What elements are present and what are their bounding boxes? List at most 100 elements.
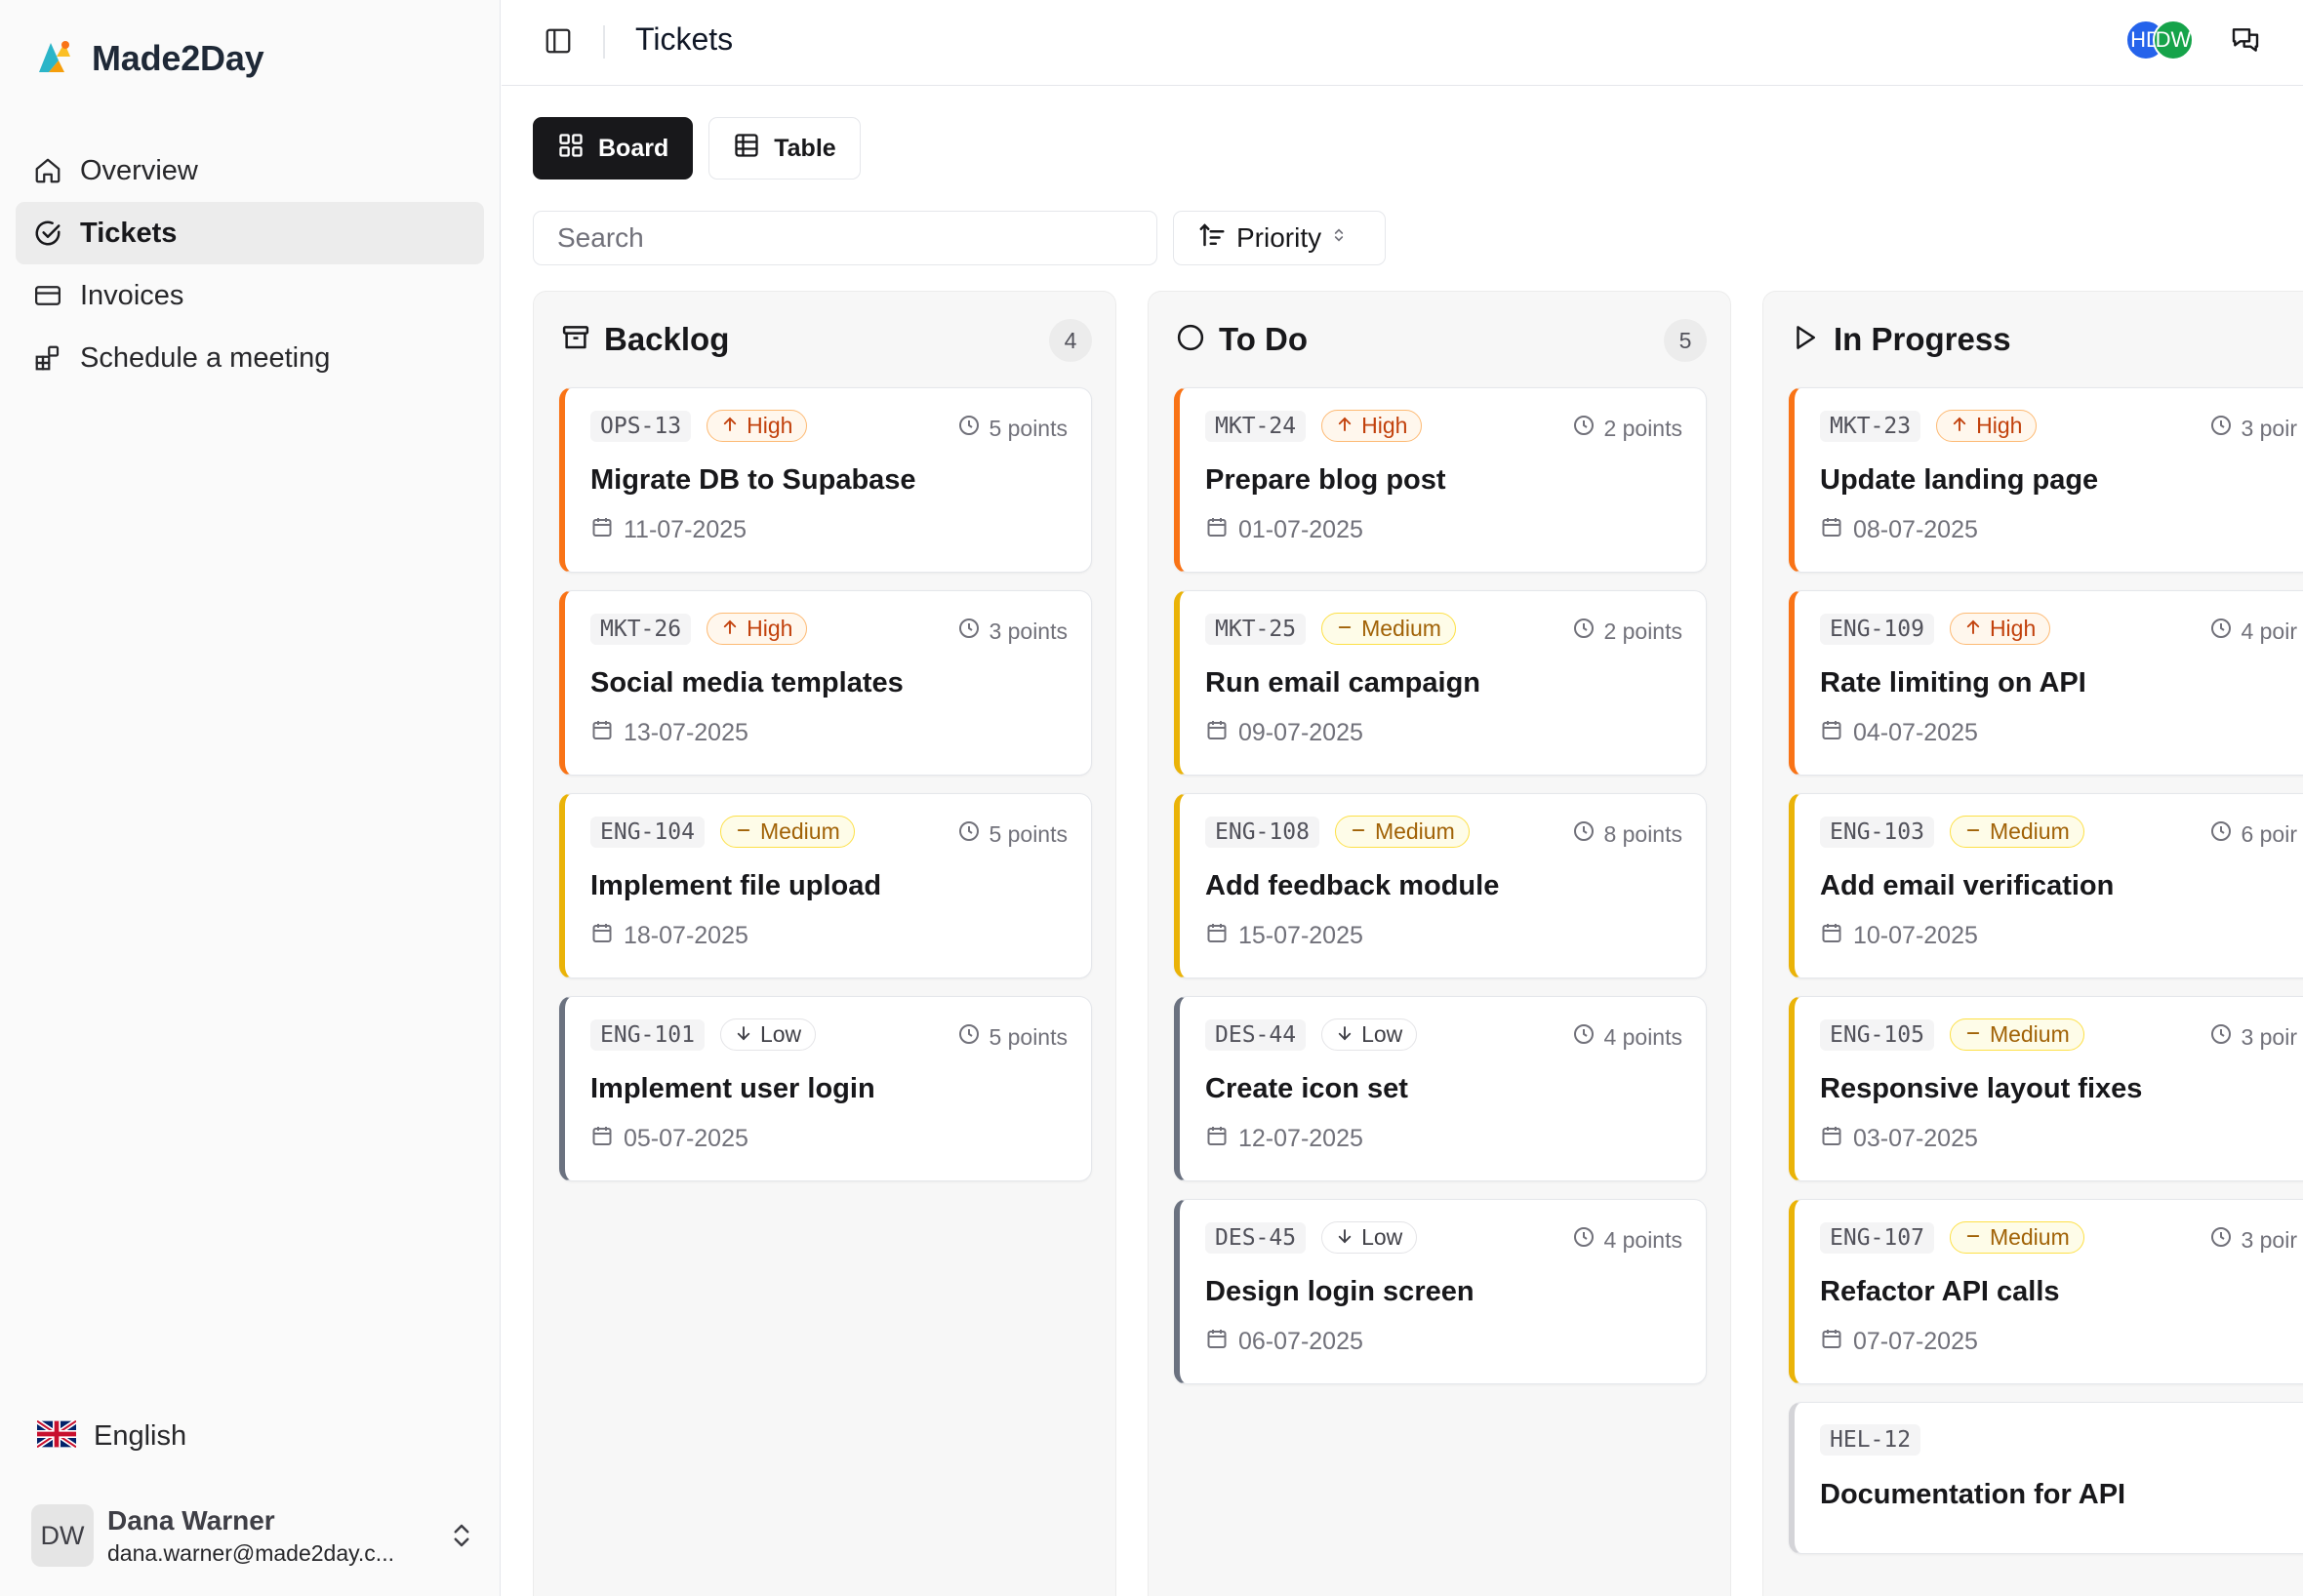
card-meta: ENG-105 Medium bbox=[1820, 1018, 2084, 1051]
ticket-card[interactable]: MKT-24 High 2 points Prepare blog post 01-07… bbox=[1174, 387, 1707, 573]
calendar-icon bbox=[1205, 1327, 1229, 1357]
sidebar-item-overview[interactable]: Overview bbox=[16, 140, 484, 202]
ticket-title: Prepare blog post bbox=[1205, 464, 1446, 496]
card-meta: DES-45 Low bbox=[1205, 1221, 1418, 1254]
priority-badge: Medium bbox=[1949, 1018, 2084, 1051]
card-meta: MKT-26 High bbox=[590, 613, 808, 645]
sidebar-item-schedule-meeting[interactable]: Schedule a meeting bbox=[16, 327, 484, 389]
user-menu[interactable]: DW Dana Warner dana.warner@made2day.c... bbox=[31, 1499, 480, 1572]
sidebar-toggle-button[interactable] bbox=[541, 25, 576, 60]
ticket-title: Implement file upload bbox=[590, 870, 882, 901]
calendar-icon bbox=[1205, 718, 1229, 748]
due-date: 07-07-2025 bbox=[1820, 1327, 1978, 1357]
story-points: 3 poir bbox=[2209, 414, 2297, 443]
ticket-card[interactable]: ENG-108 Medium 8 points Add feedback module… bbox=[1174, 793, 1707, 978]
calendar-icon bbox=[1820, 921, 1843, 951]
due-date-label: 13-07-2025 bbox=[624, 719, 748, 746]
ticket-card[interactable]: DES-44 Low 4 points Create icon set 12-07-20… bbox=[1174, 996, 1707, 1181]
collaborator-avatars[interactable]: HD DW bbox=[2125, 20, 2194, 60]
points-label: 2 points bbox=[1603, 415, 1682, 441]
priority-label: Medium bbox=[1989, 818, 2070, 844]
priority-badge: High bbox=[1949, 613, 2051, 645]
story-points: 3 poir bbox=[2209, 1225, 2297, 1255]
points-label: 3 poir bbox=[2241, 1226, 2297, 1253]
ticket-id: DES-44 bbox=[1205, 1018, 1307, 1051]
story-points: 5 points bbox=[957, 1022, 1068, 1052]
column-backlog: Backlog 4 OPS-13 High 5 points Migrate DB to … bbox=[533, 291, 1116, 1596]
priority-high-icon bbox=[721, 413, 739, 439]
sidebar-nav: Overview Tickets Invoices Schedule a mee… bbox=[16, 140, 484, 389]
ticket-card[interactable]: ENG-105 Medium 3 poir Responsive layout fix… bbox=[1789, 996, 2303, 1181]
ticket-title: Documentation for API bbox=[1820, 1479, 2126, 1510]
ticket-card[interactable]: ENG-101 Low 5 points Implement user login 05… bbox=[559, 996, 1092, 1181]
priority-medium-icon bbox=[1336, 616, 1354, 642]
priority-label: High bbox=[747, 413, 793, 438]
story-points: 5 points bbox=[957, 819, 1068, 849]
ticket-card[interactable]: ENG-109 High 4 poir Rate limiting on API 04-… bbox=[1789, 590, 2303, 776]
story-points: 3 poir bbox=[2209, 1022, 2297, 1052]
ticket-id: MKT-26 bbox=[590, 613, 692, 645]
ticket-card[interactable]: DES-45 Low 4 points Design login screen 06-0… bbox=[1174, 1199, 1707, 1384]
ticket-card[interactable]: ENG-104 Medium 5 points Implement file uplo… bbox=[559, 793, 1092, 978]
ticket-id: ENG-101 bbox=[590, 1018, 705, 1051]
sidebar-item-invoices[interactable]: Invoices bbox=[16, 264, 484, 327]
column-header: To Do bbox=[1176, 321, 1308, 358]
comments-button[interactable] bbox=[2227, 23, 2264, 60]
ticket-card[interactable]: ENG-107 Medium 3 poir Refactor API calls 07-… bbox=[1789, 1199, 2303, 1384]
priority-badge: High bbox=[707, 613, 808, 645]
ticket-id: MKT-24 bbox=[1205, 410, 1307, 442]
clock-icon bbox=[957, 617, 981, 646]
ticket-card[interactable]: MKT-26 High 3 points Social media templates… bbox=[559, 590, 1092, 776]
ticket-title: Implement user login bbox=[590, 1073, 875, 1104]
view-toggle: Board Table bbox=[533, 117, 861, 180]
topbar: Tickets HD DW bbox=[502, 0, 2303, 86]
card-meta: MKT-25 Medium bbox=[1205, 613, 1456, 645]
ticket-card[interactable]: OPS-13 High 5 points Migrate DB to Supabase… bbox=[559, 387, 1092, 573]
uk-flag-icon bbox=[35, 1418, 78, 1453]
table-view-button[interactable]: Table bbox=[708, 117, 861, 180]
ticket-title: Add email verification bbox=[1820, 870, 2115, 901]
grid-icon bbox=[557, 132, 585, 166]
story-points: 4 poir bbox=[2209, 617, 2297, 646]
ticket-card[interactable]: MKT-23 High 3 poir Update landing page 08-07… bbox=[1789, 387, 2303, 573]
priority-label: High bbox=[1976, 413, 2023, 438]
due-date-label: 07-07-2025 bbox=[1853, 1328, 1978, 1355]
clock-icon bbox=[2209, 414, 2233, 443]
ticket-card[interactable]: ENG-103 Medium 6 poir Add email verificatio… bbox=[1789, 793, 2303, 978]
priority-high-icon bbox=[721, 616, 739, 642]
due-date-label: 06-07-2025 bbox=[1238, 1328, 1363, 1355]
due-date-label: 15-07-2025 bbox=[1238, 922, 1363, 949]
ticket-card[interactable]: MKT-25 Medium 2 points Run email campaign 09… bbox=[1174, 590, 1707, 776]
user-email: dana.warner@made2day.c... bbox=[107, 1539, 394, 1566]
priority-label: Medium bbox=[1989, 1021, 2070, 1047]
priority-high-icon bbox=[1951, 413, 1968, 439]
search-input[interactable] bbox=[533, 211, 1157, 265]
ticket-title: Update landing page bbox=[1820, 464, 2099, 496]
points-label: 5 points bbox=[989, 1023, 1068, 1050]
sidebar-item-tickets[interactable]: Tickets bbox=[16, 202, 484, 264]
card-meta: MKT-24 High bbox=[1205, 410, 1423, 442]
board-view-button[interactable]: Board bbox=[533, 117, 694, 180]
clock-icon bbox=[1572, 819, 1596, 849]
due-date: 03-07-2025 bbox=[1820, 1124, 1978, 1154]
priority-label: Low bbox=[1361, 1224, 1403, 1250]
clock-icon bbox=[1572, 414, 1596, 443]
priority-label: Low bbox=[759, 1021, 802, 1047]
story-points: 3 points bbox=[957, 617, 1068, 646]
ticket-title: Responsive layout fixes bbox=[1820, 1073, 2143, 1104]
check-circle-icon bbox=[32, 218, 63, 249]
priority-label: Medium bbox=[759, 818, 840, 844]
points-label: 3 points bbox=[989, 618, 1068, 644]
priority-sort-button[interactable]: Priority bbox=[1173, 211, 1386, 265]
card-meta: ENG-104 Medium bbox=[590, 816, 855, 848]
due-date-label: 04-07-2025 bbox=[1853, 719, 1978, 746]
brand[interactable]: Made2Day bbox=[35, 37, 264, 79]
avatar: DW bbox=[31, 1504, 94, 1567]
priority-medium-icon bbox=[735, 818, 752, 845]
priority-badge: Medium bbox=[1949, 1221, 2084, 1254]
ticket-card[interactable]: HEL-12 Documentation for API bbox=[1789, 1402, 2303, 1554]
language-selector[interactable]: English bbox=[35, 1418, 186, 1453]
column-title: In Progress bbox=[1834, 321, 2011, 357]
priority-badge: Medium bbox=[1321, 613, 1456, 645]
calendar-icon bbox=[1820, 1327, 1843, 1357]
